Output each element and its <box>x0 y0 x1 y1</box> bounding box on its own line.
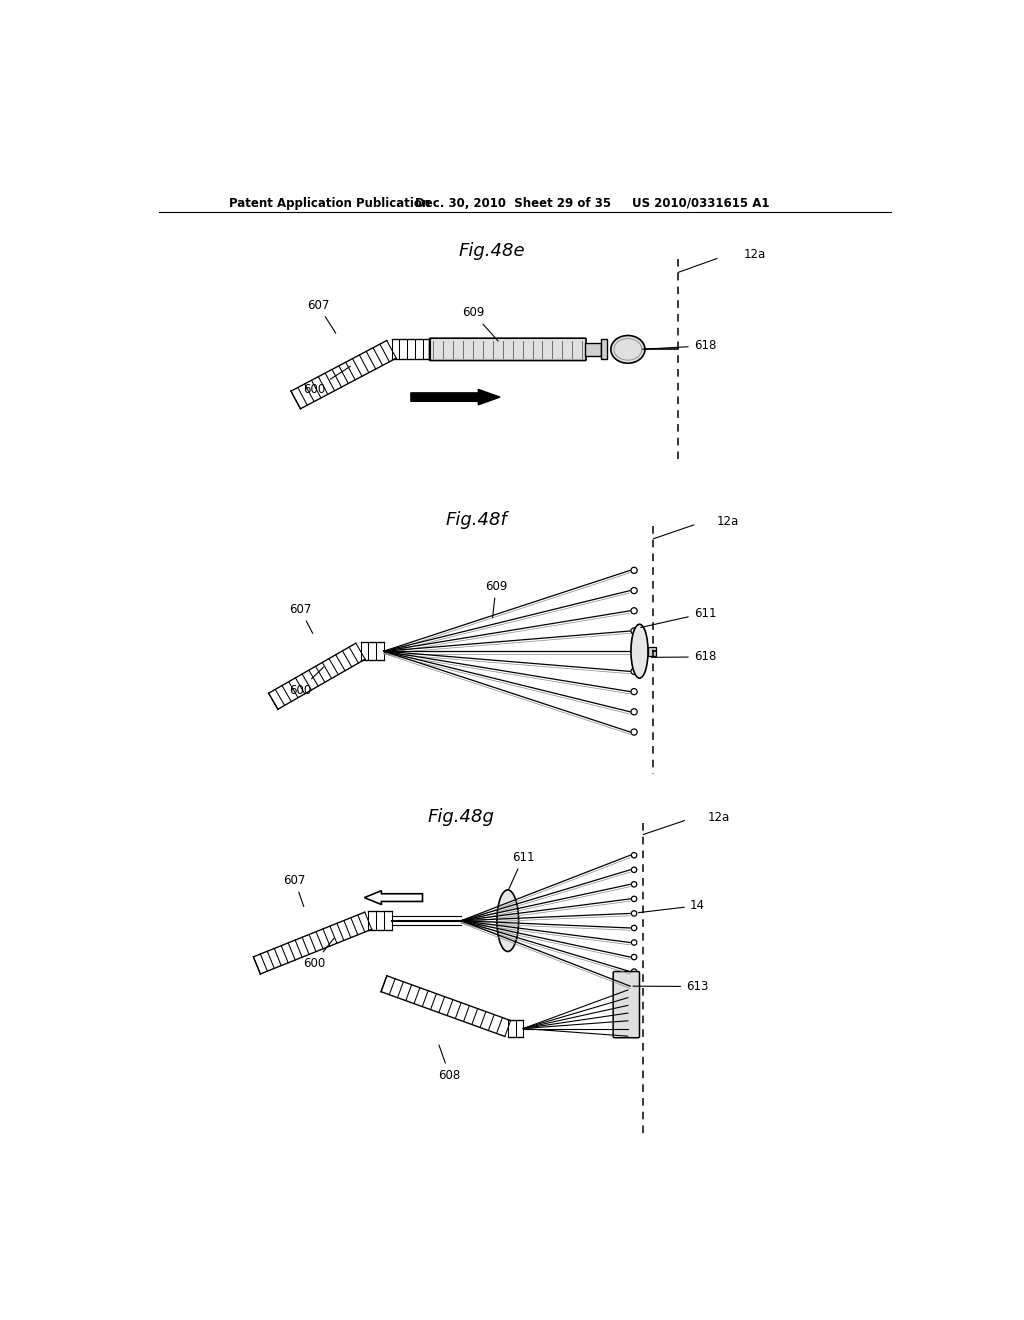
Text: 607: 607 <box>289 603 312 634</box>
Text: US 2010/0331615 A1: US 2010/0331615 A1 <box>632 197 769 210</box>
FancyArrow shape <box>411 389 500 405</box>
Text: Dec. 30, 2010  Sheet 29 of 35: Dec. 30, 2010 Sheet 29 of 35 <box>415 197 611 210</box>
Text: 607: 607 <box>284 874 306 907</box>
Ellipse shape <box>631 624 648 678</box>
Text: 611: 611 <box>641 607 716 627</box>
FancyBboxPatch shape <box>613 972 640 1038</box>
Text: 613: 613 <box>633 979 709 993</box>
Bar <box>601 339 607 359</box>
Text: 607: 607 <box>306 298 336 333</box>
Text: Fig.48e: Fig.48e <box>459 242 525 260</box>
Text: 600: 600 <box>289 667 324 697</box>
Ellipse shape <box>497 890 518 952</box>
Bar <box>648 647 655 656</box>
Text: 611: 611 <box>509 850 535 888</box>
Ellipse shape <box>611 335 645 363</box>
Text: 12a: 12a <box>744 248 766 261</box>
Text: 618: 618 <box>651 651 716 664</box>
Bar <box>586 343 601 355</box>
Text: 12a: 12a <box>717 515 739 528</box>
Text: 608: 608 <box>438 1045 461 1081</box>
Text: 618: 618 <box>642 339 716 352</box>
FancyBboxPatch shape <box>429 338 586 360</box>
Text: 609: 609 <box>462 306 498 341</box>
FancyArrow shape <box>365 891 423 904</box>
Text: 600: 600 <box>303 366 350 396</box>
Text: Fig.48g: Fig.48g <box>428 808 495 826</box>
Text: 14: 14 <box>638 899 705 912</box>
Text: 12a: 12a <box>708 810 730 824</box>
Text: Patent Application Publication: Patent Application Publication <box>228 197 430 210</box>
Text: 600: 600 <box>303 939 334 970</box>
Text: 609: 609 <box>485 579 507 618</box>
Text: Fig.48f: Fig.48f <box>445 511 508 529</box>
